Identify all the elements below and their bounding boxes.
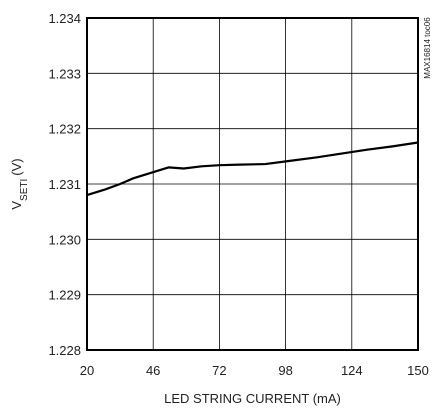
y-axis-ticks: 1.228 1.229 1.230 1.231 1.232 1.233 1.234 [48,11,81,358]
y-tick-label: 1.230 [48,232,81,247]
x-tick-label: 98 [278,363,292,378]
x-axis-ticks: 20 46 72 98 124 150 [80,363,429,378]
y-tick-label: 1.229 [48,288,81,303]
x-tick-label: 150 [407,363,429,378]
x-tick-label: 124 [341,363,363,378]
y-tick-label: 1.232 [48,122,81,137]
x-axis-title: LED STRING CURRENT (mA) [164,391,341,406]
x-tick-label: 46 [146,363,160,378]
y-axis-title-unit: (V) [9,158,24,175]
x-tick-label: 20 [80,363,94,378]
y-tick-label: 1.233 [48,66,81,81]
y-tick-label: 1.231 [48,177,81,192]
figure-id-note: MAX16814 toc06 [423,17,432,79]
x-tick-label: 72 [212,363,226,378]
y-axis-title: VSETI (V) [9,158,30,209]
grid-lines [86,17,419,351]
series-line [85,141,420,197]
y-axis-title-subscript: SETI [19,179,30,201]
y-axis-title-main: V [9,201,24,210]
plot-area [86,17,419,351]
y-tick-label: 1.234 [48,11,81,26]
y-tick-label: 1.228 [48,343,81,358]
